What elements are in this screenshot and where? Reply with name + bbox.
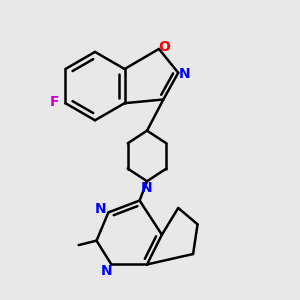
Text: N: N <box>179 67 190 81</box>
Text: F: F <box>50 95 59 109</box>
Text: O: O <box>158 40 170 55</box>
Text: N: N <box>101 264 113 278</box>
Text: N: N <box>141 181 153 195</box>
Text: N: N <box>95 202 107 216</box>
